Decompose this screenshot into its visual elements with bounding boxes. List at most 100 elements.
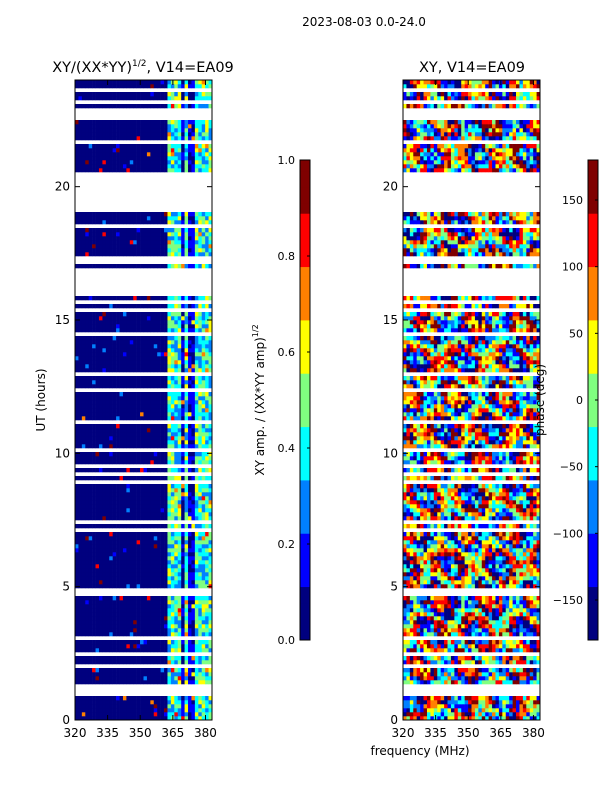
amp-cell: [75, 680, 79, 685]
amp-cell: [194, 336, 199, 341]
amp-cell: [167, 368, 172, 373]
amp-cell: [88, 124, 93, 129]
amp-cell: [126, 536, 131, 541]
amp-cell: [78, 512, 83, 517]
amp-cell: [164, 96, 168, 101]
amp-cell: [129, 716, 134, 721]
amp-cell: [75, 656, 79, 661]
phase-cell: [516, 700, 520, 705]
amp-cell: [188, 348, 192, 353]
amp-cell: [167, 576, 172, 581]
amp-cell: [167, 152, 172, 157]
amp-cell: [208, 216, 213, 221]
amp-cell: [194, 84, 199, 89]
phase-cell: [464, 716, 469, 721]
amp-cell: [198, 340, 203, 345]
amp-cell: [146, 536, 151, 541]
amp-cell: [122, 360, 127, 365]
amp-cell: [181, 524, 185, 529]
amp-cell: [201, 504, 206, 509]
amp-cell: [181, 628, 185, 633]
amp-cell: [116, 148, 120, 153]
amp-cell: [191, 632, 196, 637]
amp-cell: [78, 436, 83, 441]
amp-cell: [136, 580, 141, 585]
amp-cell: [194, 508, 199, 513]
amp-cell: [150, 424, 155, 429]
amp-cell: [78, 496, 83, 501]
amp-cell: [78, 460, 83, 465]
amp-cell: [81, 416, 86, 421]
amp-cell: [133, 120, 137, 125]
amp-cell: [112, 456, 117, 461]
amp-cell: [98, 544, 103, 549]
amp-cell: [119, 676, 124, 681]
colorbar-segment: [300, 288, 310, 294]
amp-cell: [191, 596, 196, 601]
amp-cell: [177, 508, 182, 513]
amp-cell: [201, 120, 206, 125]
amp-cell: [174, 668, 179, 673]
amp-cell: [105, 424, 110, 429]
amp-cell: [184, 484, 189, 489]
amp-cell: [198, 648, 203, 653]
amp-cell: [92, 168, 96, 173]
amp-cell: [81, 364, 86, 369]
colorbar-segment: [300, 240, 310, 246]
amp-cell: [194, 672, 199, 677]
amp-cell: [88, 220, 93, 225]
amp-cell: [208, 548, 213, 553]
amp-cell: [170, 524, 175, 529]
amp-cell: [140, 244, 144, 249]
amp-cell: [205, 524, 209, 529]
amp-cell: [85, 708, 89, 713]
amp-cell: [143, 80, 148, 85]
amp-cell: [85, 264, 89, 269]
amp-cell: [174, 248, 179, 253]
amp-cell: [85, 304, 89, 309]
amp-cell: [85, 436, 89, 441]
amp-cell: [122, 536, 127, 541]
phase-cell: [474, 696, 479, 701]
amp-cell: [157, 128, 161, 133]
amp-cell: [201, 144, 206, 149]
amp-cell: [160, 156, 165, 161]
amp-cell: [95, 356, 100, 361]
phase-cell: [440, 696, 445, 701]
amp-cell: [109, 416, 113, 421]
amp-cell: [184, 348, 189, 353]
amp-cell: [105, 232, 110, 237]
amp-cell: [181, 304, 185, 309]
amp-cell: [198, 160, 203, 165]
phase-cell: [488, 704, 493, 709]
amp-cell: [98, 364, 103, 369]
amp-cell: [194, 396, 199, 401]
amp-cell: [191, 456, 196, 461]
x-tick-label: 365: [161, 726, 184, 740]
amp-cell: [150, 152, 155, 157]
amp-cell: [198, 484, 203, 489]
amp-cell: [126, 516, 131, 521]
amp-cell: [78, 148, 83, 153]
amp-cell: [198, 512, 203, 517]
amp-cell: [157, 680, 161, 685]
amp-cell: [105, 352, 110, 357]
amp-cell: [140, 504, 144, 509]
amp-cell: [119, 164, 124, 169]
amp-cell: [157, 532, 161, 537]
amp-cell: [194, 512, 199, 517]
amp-cell: [194, 80, 199, 85]
amp-cell: [208, 488, 213, 493]
phase-cell: [495, 708, 500, 713]
amp-cell: [167, 564, 172, 569]
amp-cell: [184, 124, 189, 129]
amp-cell: [150, 156, 155, 161]
amp-cell: [167, 320, 172, 325]
amp-cell: [126, 568, 131, 573]
amp-cell: [167, 120, 172, 125]
amp-cell: [167, 316, 172, 321]
phase-cell: [478, 716, 483, 721]
amp-cell: [167, 512, 172, 517]
amp-cell: [75, 548, 79, 553]
phase-cell: [430, 712, 435, 717]
